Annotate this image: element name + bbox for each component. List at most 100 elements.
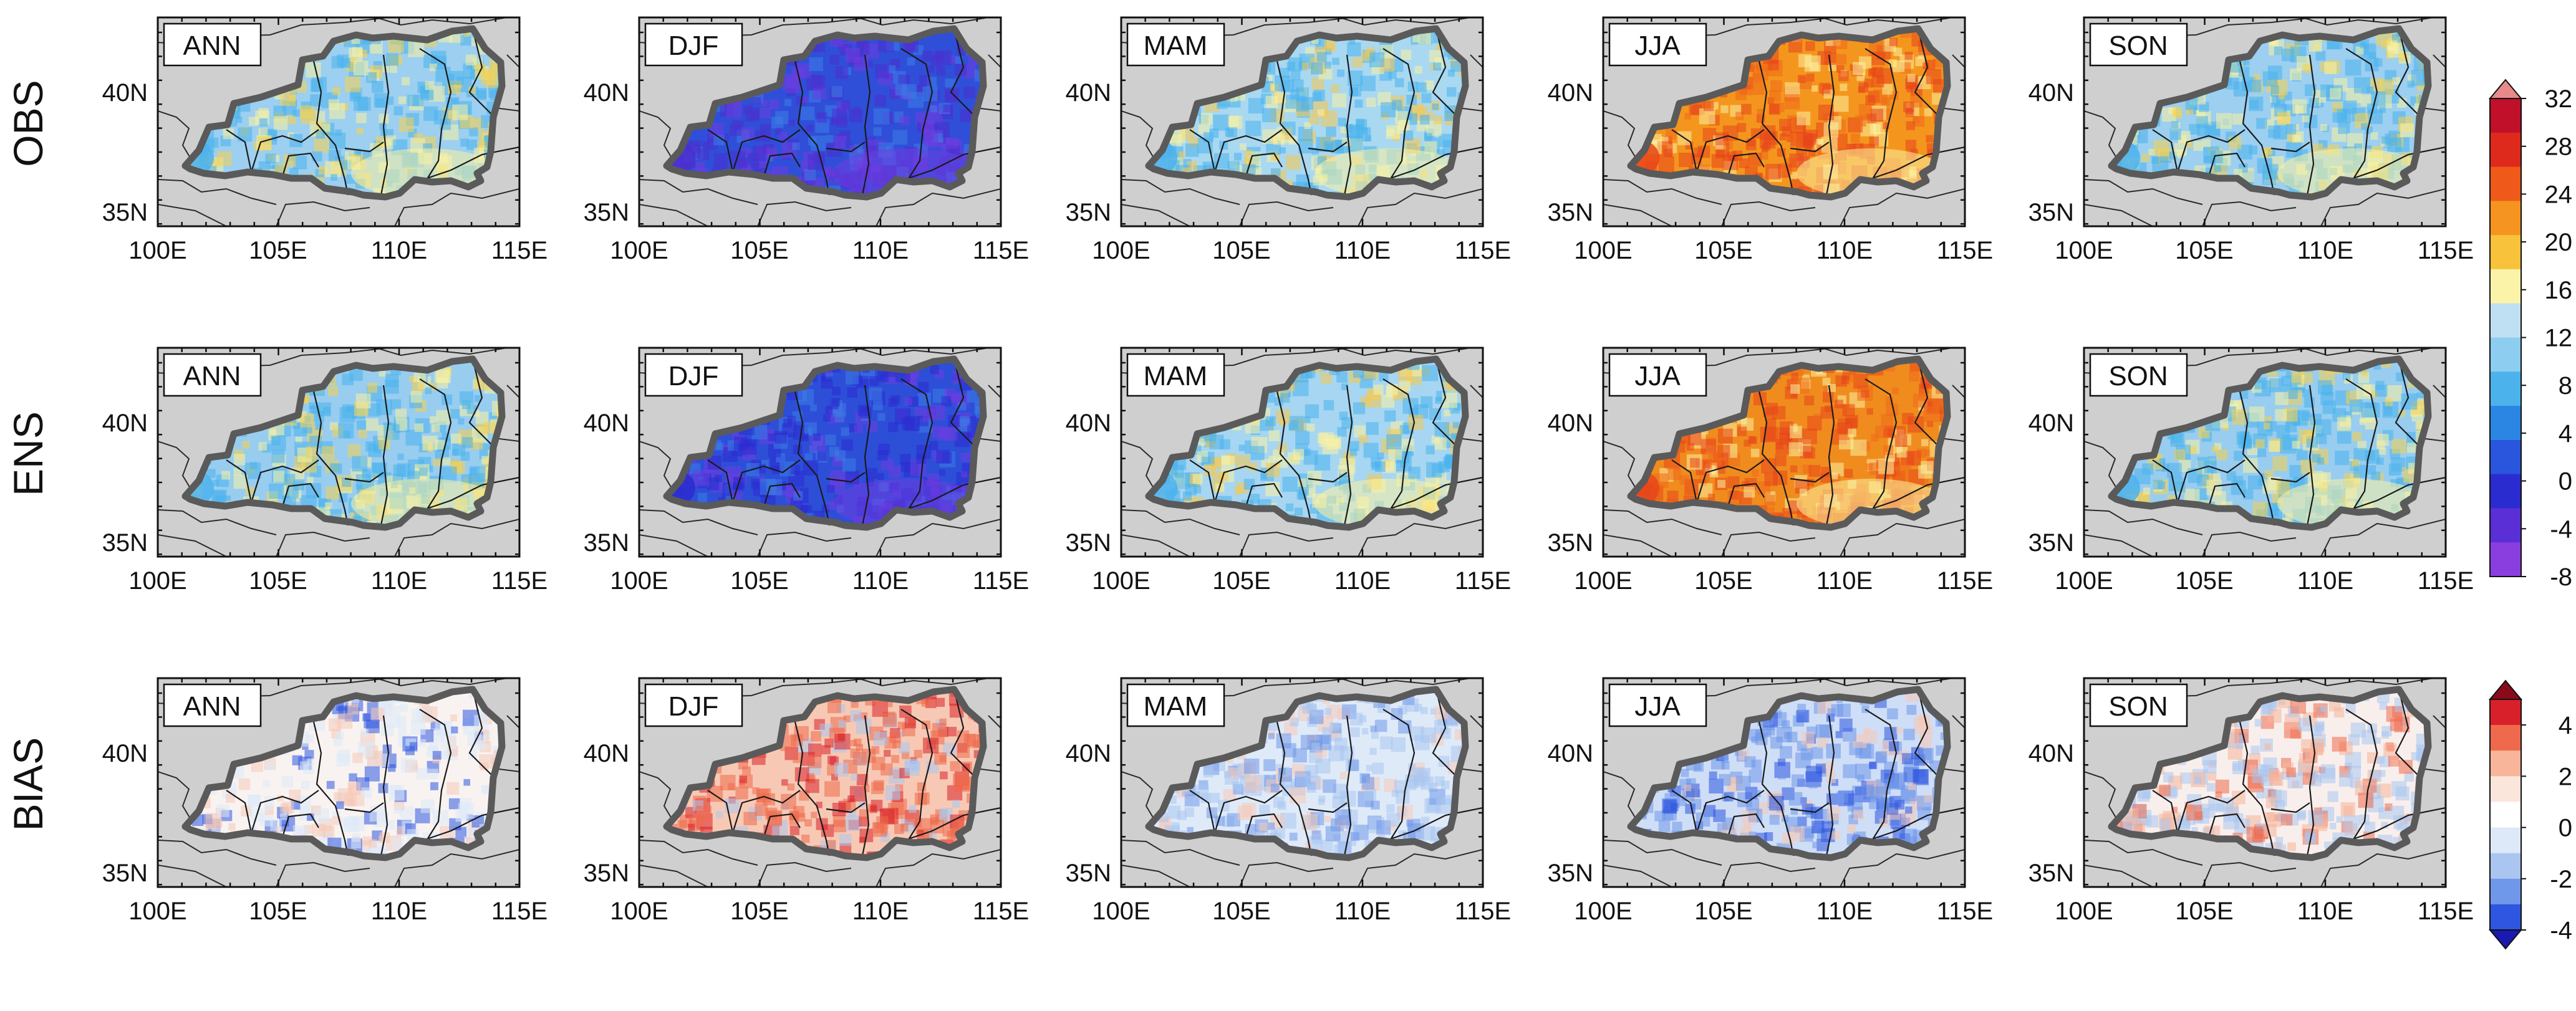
map-frame: [1120, 347, 1484, 558]
colorbar-swatch: [2490, 235, 2521, 270]
map-frame: [1120, 16, 1484, 228]
season-label-text: SON: [2108, 361, 2168, 391]
colorbar-tick-label: 0: [2559, 468, 2572, 496]
lon-tick-label: 105E: [730, 567, 788, 595]
lon-tick-label: 115E: [2418, 898, 2474, 925]
colorbar-swatch: [2490, 474, 2521, 509]
lat-tick-label: 35N: [102, 529, 148, 557]
colorbar-tick-label: 0: [2559, 815, 2572, 842]
season-label-text: SON: [2108, 31, 2168, 61]
lat-tick-label: 35N: [2028, 529, 2074, 557]
lon-tick-label: 110E: [371, 237, 427, 264]
map-frame: [1602, 16, 1966, 228]
lon-tick-label: 110E: [1816, 237, 1873, 264]
colorbar-swatch: [2490, 508, 2521, 543]
map-panel-bias-jja: JJA 40N 35N 100E 105E 110E 115E: [1548, 677, 1993, 925]
season-label-text: DJF: [668, 691, 719, 722]
season-label: MAM: [1126, 353, 1225, 397]
season-label: DJF: [644, 22, 743, 67]
lon-tick-label: 100E: [610, 567, 668, 595]
colorbar-swatch: [2490, 439, 2521, 475]
map-frame: [638, 347, 1002, 558]
lon-tick-label: 115E: [973, 898, 1029, 925]
colorbar-tick-label: 12: [2545, 325, 2573, 352]
lon-tick-label: 110E: [852, 237, 909, 264]
season-label-text: JJA: [1634, 361, 1681, 391]
colorbar-swatch: [2490, 776, 2521, 802]
row-label-bias: BIAS: [5, 737, 51, 831]
season-label-text: ANN: [183, 361, 241, 391]
lon-tick-label: 110E: [1334, 237, 1391, 264]
lon-tick-label: 100E: [128, 567, 186, 595]
temperature-colorbar: 32 28 24 20 16 12 8 4 0 -4 -8: [2488, 79, 2573, 591]
map-panel-bias-djf: DJF 40N 35N 100E 105E 110E 115E: [584, 677, 1029, 925]
colorbar-swatch: [2490, 166, 2521, 201]
map-frame: [638, 677, 1002, 888]
lat-tick-label: 40N: [2028, 740, 2074, 767]
colorbar-tick-label: 2: [2559, 763, 2572, 790]
lon-tick-label: 110E: [1816, 898, 1873, 925]
lon-tick-label: 110E: [2297, 898, 2353, 925]
lon-tick-label: 115E: [491, 237, 548, 264]
lon-tick-label: 105E: [1212, 898, 1270, 925]
lon-tick-label: 110E: [2297, 567, 2353, 595]
season-label-text: DJF: [668, 31, 719, 61]
lon-tick-label: 100E: [610, 237, 668, 264]
colorbar-tick-label: 28: [2545, 133, 2573, 161]
season-label-text: JJA: [1634, 691, 1681, 722]
lat-tick-label: 35N: [102, 860, 148, 887]
colorbar-swatch: [2490, 853, 2521, 879]
map-frame: [1602, 347, 1966, 558]
lon-tick-label: 105E: [730, 898, 788, 925]
season-label: SON: [2089, 353, 2188, 397]
lon-tick-label: 105E: [730, 237, 788, 264]
lat-tick-label: 35N: [1548, 529, 1593, 557]
map-panel-obs-djf: DJF 40N 35N 100E 105E 110E 115E: [584, 16, 1029, 264]
lat-tick-label: 35N: [1548, 860, 1593, 887]
lat-tick-label: 40N: [102, 79, 148, 107]
lon-tick-label: 105E: [1694, 567, 1752, 595]
map-panel-ens-son: SON 40N 35N 100E 105E 110E 115E: [2028, 347, 2474, 595]
colorbar-swatch: [2490, 337, 2521, 372]
colorbar-under-triangle: [2488, 929, 2523, 950]
lat-tick-label: 40N: [2028, 410, 2074, 437]
lon-tick-label: 105E: [249, 898, 307, 925]
season-label-text: MAM: [1144, 691, 1208, 722]
map-frame: [2083, 677, 2447, 888]
colorbar-swatch: [2490, 750, 2521, 777]
bias-colorbar: 4 2 0 -2 -4: [2488, 679, 2572, 950]
map-panel-ens-mam: MAM 40N 35N 100E 105E 110E 115E: [1066, 347, 1511, 595]
map-panel-bias-mam: MAM 40N 35N 100E 105E 110E 115E: [1066, 677, 1511, 925]
lon-tick-label: 100E: [1092, 898, 1150, 925]
season-label: JJA: [1608, 353, 1707, 397]
map-panel-ens-jja: JJA 40N 35N 100E 105E 110E 115E: [1548, 347, 1993, 595]
colorbar-tick-label: 16: [2545, 277, 2573, 304]
season-label: DJF: [644, 353, 743, 397]
map-frame: [1120, 677, 1484, 888]
lon-tick-label: 100E: [128, 237, 186, 264]
lat-tick-label: 35N: [584, 199, 629, 226]
lon-tick-label: 115E: [973, 567, 1029, 595]
row-label-ens: ENS: [5, 411, 51, 496]
colorbar-swatch: [2490, 827, 2521, 854]
colorbar-swatch: [2490, 371, 2521, 406]
map-panel-bias-ann: ANN 40N 35N 100E 105E 110E 115E: [102, 677, 548, 925]
map-frame: [638, 16, 1002, 228]
lon-tick-label: 110E: [371, 567, 427, 595]
lat-tick-label: 40N: [1548, 79, 1593, 107]
lat-tick-label: 35N: [2028, 199, 2074, 226]
season-label: DJF: [644, 683, 743, 727]
colorbar-tick-label: 20: [2545, 229, 2573, 256]
lon-tick-label: 100E: [610, 898, 668, 925]
map-panel-obs-ann: ANN 40N 35N 100E 105E 110E 115E: [102, 16, 548, 264]
lat-tick-label: 35N: [584, 529, 629, 557]
lon-tick-label: 100E: [2055, 898, 2113, 925]
lon-tick-label: 105E: [2175, 567, 2233, 595]
row-label-obs: OBS: [5, 80, 51, 166]
season-label-text: ANN: [183, 31, 241, 61]
lon-tick-label: 115E: [491, 567, 548, 595]
lon-tick-label: 115E: [2418, 567, 2474, 595]
colorbar-over-triangle: [2488, 679, 2523, 700]
map-frame: [2083, 347, 2447, 558]
lon-tick-label: 100E: [1092, 237, 1150, 264]
